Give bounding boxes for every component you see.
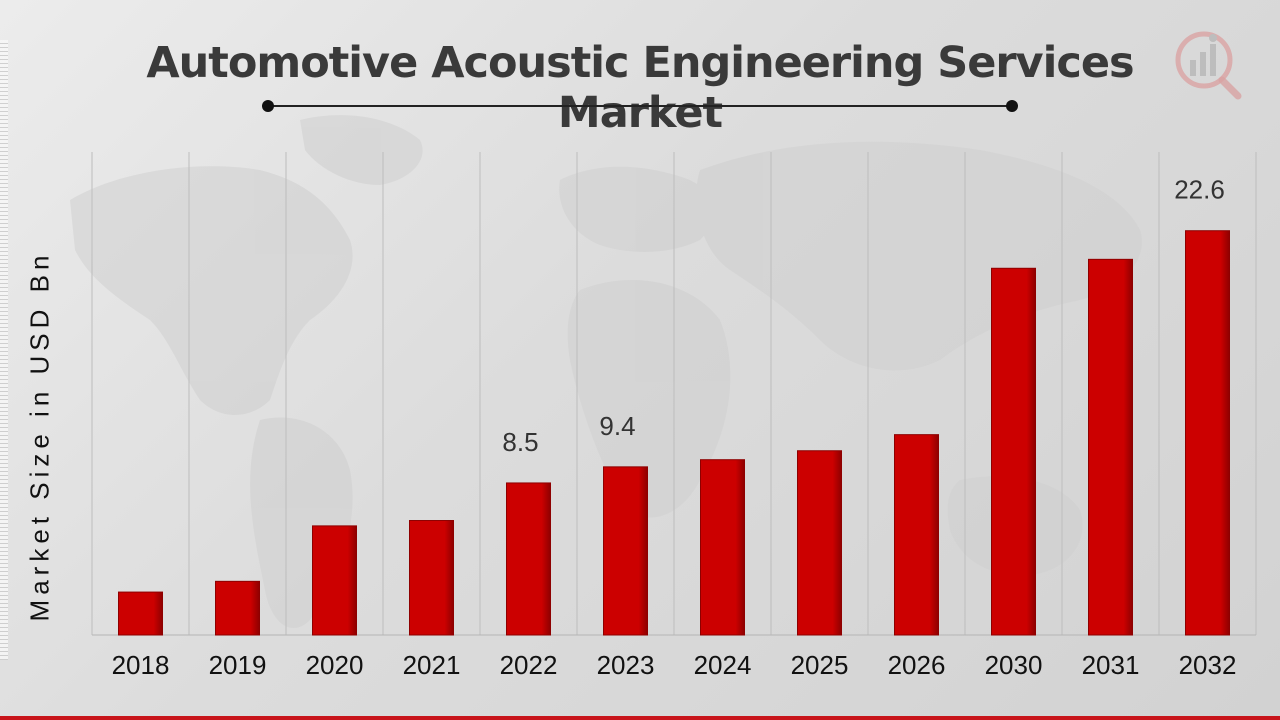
bar-2023: [603, 466, 648, 636]
bar-2024: [700, 459, 745, 636]
title-divider: [262, 100, 1018, 112]
bar-2032: [1185, 230, 1230, 636]
bar-2026: [894, 434, 939, 636]
bar-2019: [215, 580, 260, 636]
data-label-2032: 22.6: [1174, 175, 1225, 205]
x-tick-2030: 2030: [985, 650, 1043, 680]
x-tick-labels: 2018 2019 2020 2021 2022 2023 2024 2025 2026 2030…: [112, 650, 1237, 680]
bars: [118, 230, 1230, 636]
gridlines: [91, 152, 1257, 636]
bar-2031: [1088, 258, 1133, 636]
data-labels: 8.5 9.4 22.6: [502, 175, 1224, 457]
x-tick-2018: 2018: [112, 650, 170, 680]
data-label-2023: 9.4: [599, 411, 635, 441]
left-edge-strip: [0, 40, 8, 660]
chart-title: Automotive Acoustic Engineering Services…: [146, 38, 1134, 138]
x-tick-2023: 2023: [597, 650, 655, 680]
x-tick-2025: 2025: [791, 650, 849, 680]
bar-2030: [991, 267, 1036, 636]
x-tick-2019: 2019: [209, 650, 267, 680]
x-tick-2024: 2024: [694, 650, 752, 680]
x-tick-2026: 2026: [888, 650, 946, 680]
bar-2018: [118, 591, 163, 636]
x-tick-2022: 2022: [500, 650, 558, 680]
x-tick-2032: 2032: [1179, 650, 1237, 680]
x-tick-2021: 2021: [403, 650, 461, 680]
x-tick-2031: 2031: [1082, 650, 1140, 680]
data-label-2022: 8.5: [502, 427, 538, 457]
market-research-logo-icon: [1175, 31, 1242, 100]
bar-2020: [312, 525, 357, 636]
bar-2025: [797, 450, 842, 636]
bar-2021: [409, 520, 454, 636]
bottom-accent-bar: [0, 716, 1280, 720]
bar-2022: [506, 482, 551, 636]
x-tick-2020: 2020: [306, 650, 364, 680]
